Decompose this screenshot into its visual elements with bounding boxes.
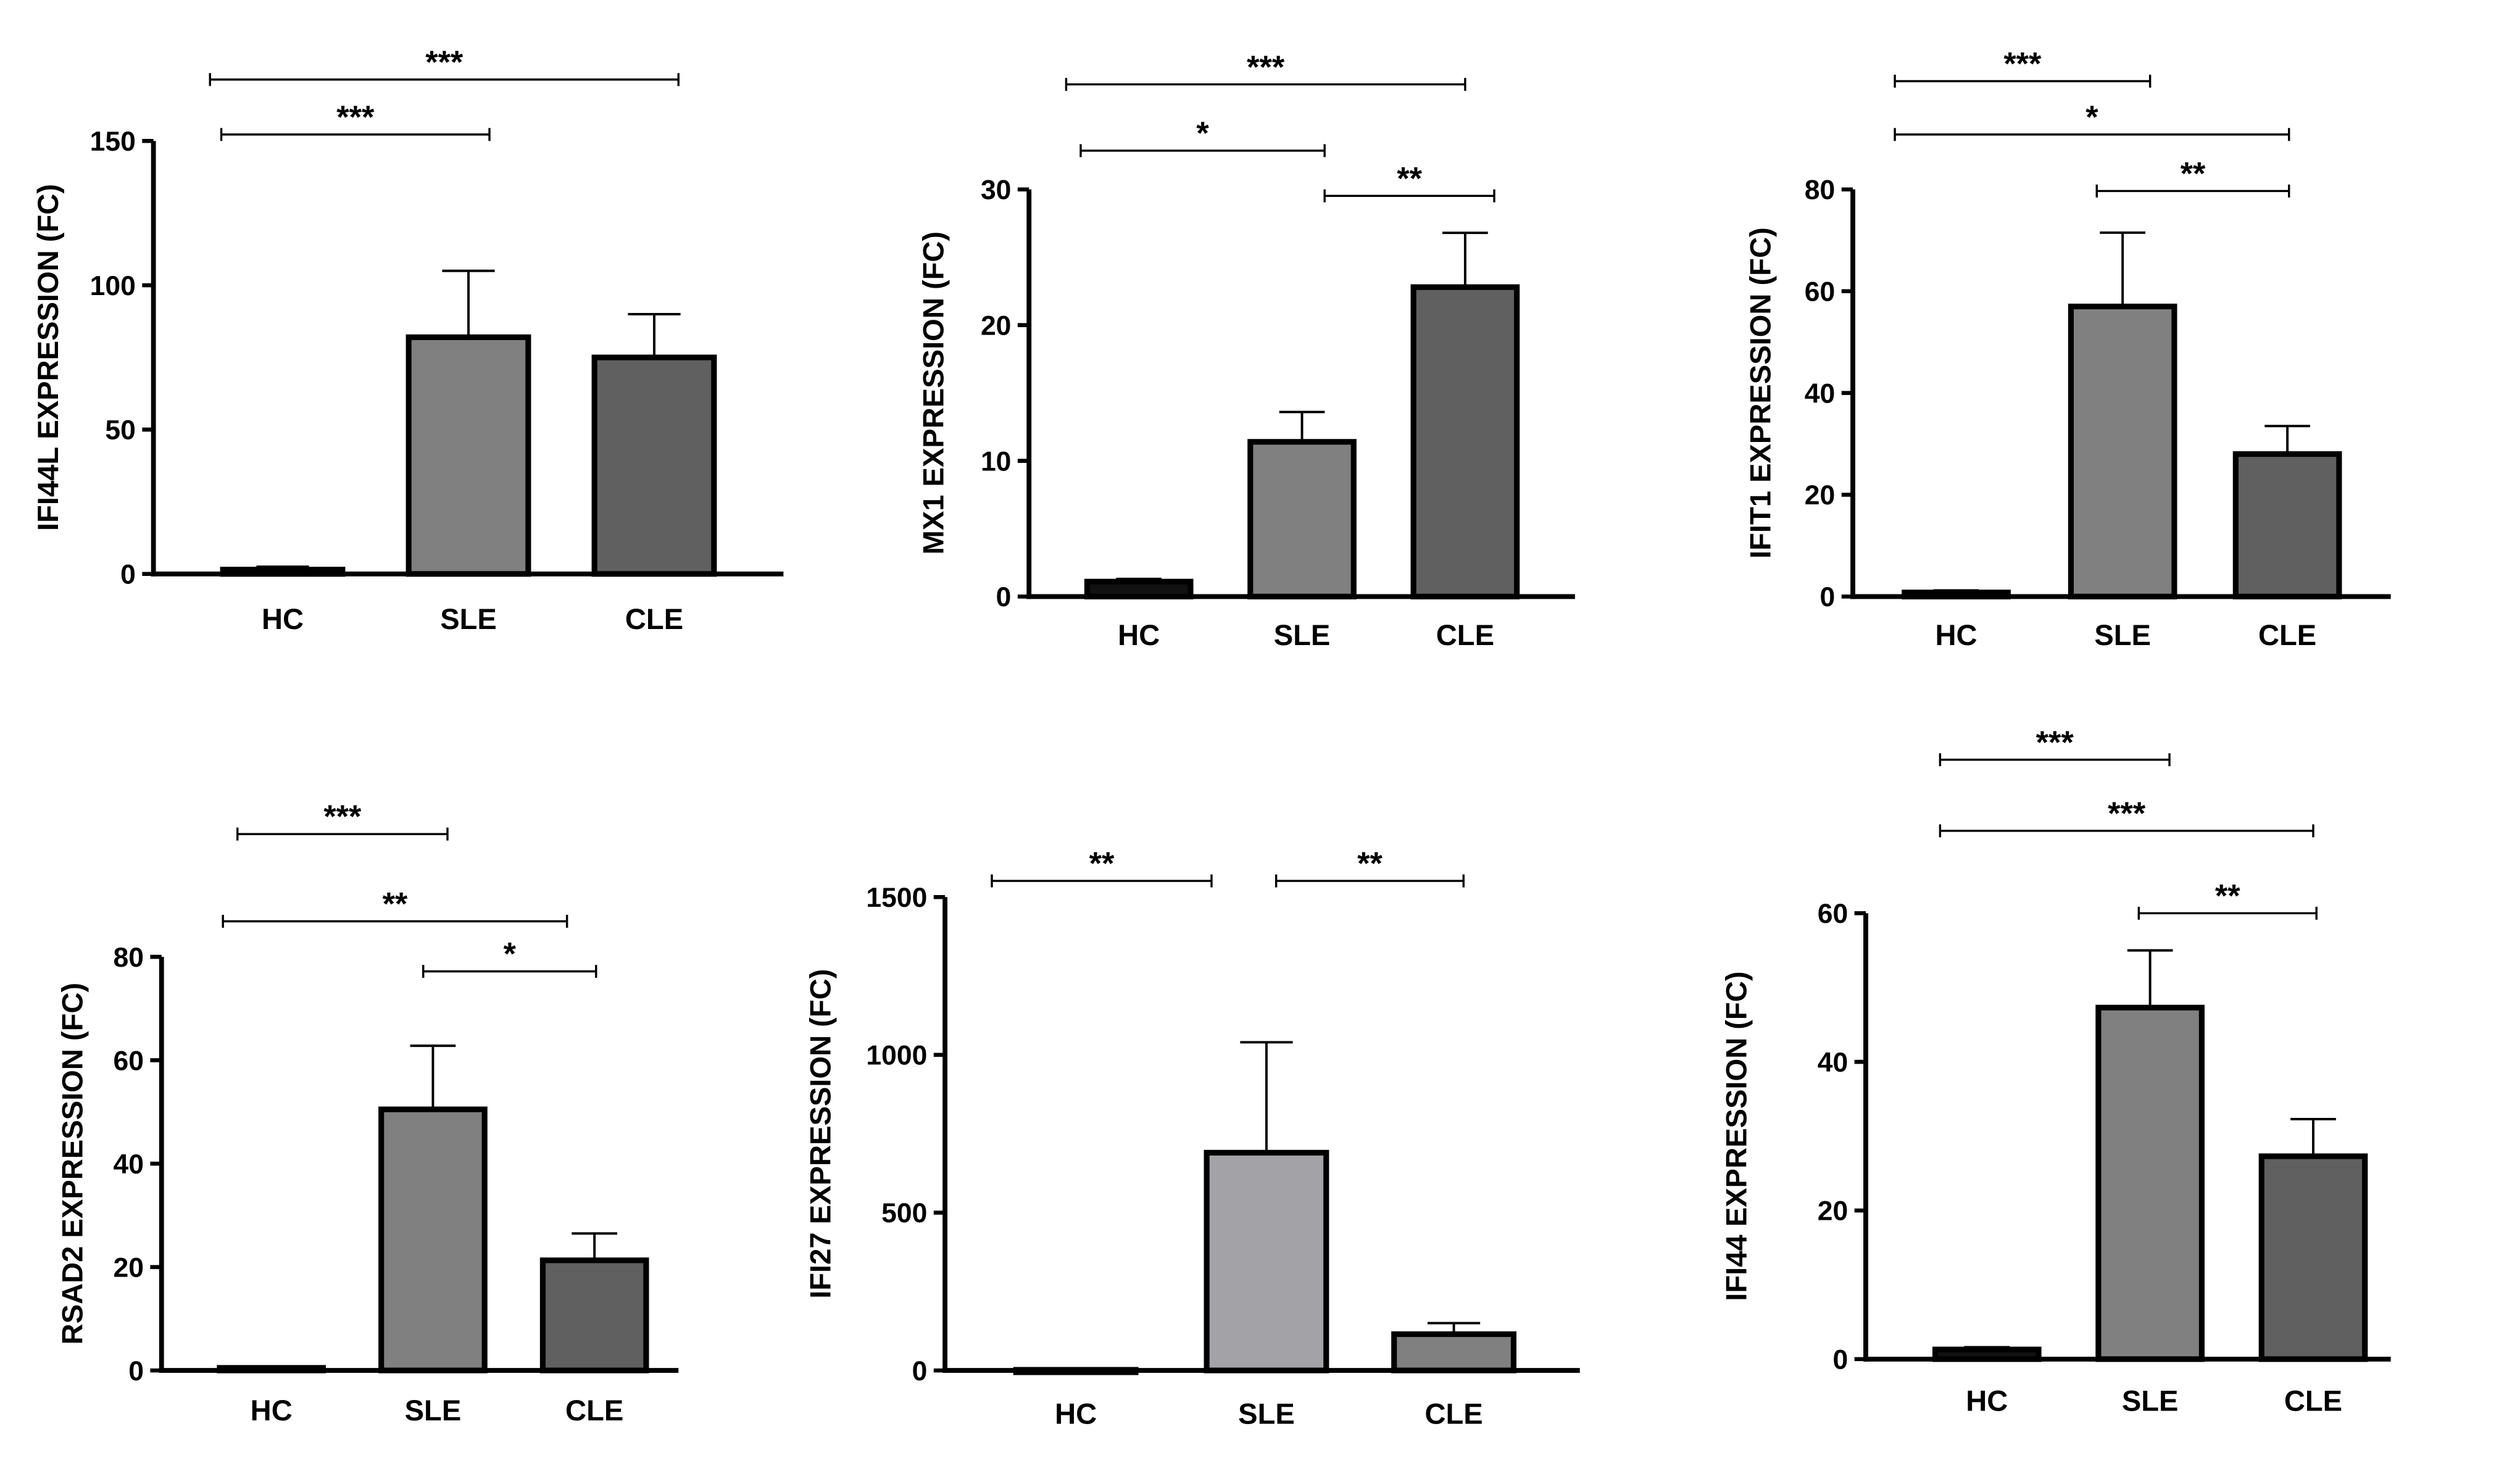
significance-label: *** <box>1247 49 1285 85</box>
bar-cle <box>539 1257 649 1373</box>
y-axis-label: RSAD2 EXPRESSION (FC) <box>56 983 88 1344</box>
significance-label: ** <box>2181 156 2206 192</box>
x-tick-label: CLE <box>2284 1385 2342 1417</box>
y-axis-label: IFI44L EXPRESSION (FC) <box>31 184 64 531</box>
significance-label: *** <box>2036 725 2074 761</box>
bar-sle <box>1247 439 1357 599</box>
y-tick-label: 20 <box>113 1252 143 1283</box>
y-tick-label: 40 <box>113 1149 143 1180</box>
y-tick-label: 0 <box>128 1356 144 1386</box>
x-tick-label: SLE <box>2122 1385 2179 1417</box>
bar-hc <box>1084 578 1194 599</box>
y-tick-label: 60 <box>1818 899 1848 929</box>
significance-label: ** <box>383 886 408 922</box>
chart-panel: 0 50 100 150 HC SLE CLE IFI44L EXPRESSION (FC) *… <box>31 44 784 635</box>
x-tick-label: CLE <box>1436 619 1494 651</box>
y-tick-label: 80 <box>113 943 143 973</box>
x-tick-label: CLE <box>2258 619 2316 651</box>
significance-label: * <box>504 936 517 972</box>
significance-label: ** <box>1397 161 1422 197</box>
x-tick-label: HC <box>1055 1397 1097 1430</box>
x-tick-label: CLE <box>565 1394 623 1427</box>
significance-label: *** <box>425 44 464 80</box>
x-tick-label: SLE <box>1274 619 1331 651</box>
x-tick-label: HC <box>1118 619 1160 651</box>
significance-label: *** <box>323 799 362 835</box>
x-tick-label: HC <box>251 1394 293 1427</box>
y-axis-label: IFI44 EXPRESSION (FC) <box>1720 972 1752 1301</box>
significance-label: * <box>2085 99 2098 135</box>
y-tick-label: 0 <box>120 559 136 590</box>
significance-label: *** <box>2003 46 2042 82</box>
bar-sle <box>405 334 531 577</box>
y-tick-label: 30 <box>981 175 1011 206</box>
y-tick-label: 0 <box>996 582 1012 612</box>
significance-label: ** <box>1089 846 1115 882</box>
y-tick-label: 40 <box>1818 1048 1848 1078</box>
x-tick-label: SLE <box>2094 619 2151 651</box>
y-tick-label: 0 <box>1832 1344 1848 1375</box>
x-tick-label: HC <box>262 602 304 635</box>
x-tick-label: HC <box>1936 619 1977 651</box>
y-axis-label: MX1 EXPRESSION (FC) <box>917 231 950 555</box>
y-tick-label: 0 <box>1820 582 1836 612</box>
significance-label: ** <box>2215 878 2240 914</box>
y-tick-label: 60 <box>1805 277 1835 307</box>
significance-label: *** <box>336 99 375 135</box>
y-tick-label: 60 <box>113 1046 143 1076</box>
y-tick-label: 20 <box>981 310 1011 341</box>
x-tick-label: SLE <box>405 1394 462 1427</box>
significance-label: *** <box>2108 796 2146 831</box>
y-tick-label: 20 <box>1818 1196 1848 1227</box>
x-tick-label: SLE <box>1238 1397 1295 1430</box>
y-tick-label: 100 <box>90 271 136 301</box>
y-tick-label: 10 <box>981 446 1011 477</box>
x-tick-label: SLE <box>440 602 497 635</box>
bar-cle <box>2258 1153 2368 1362</box>
y-tick-label: 0 <box>912 1356 928 1386</box>
bar-sle <box>2095 1004 2205 1362</box>
bar-cle <box>2232 451 2342 599</box>
significance-label: ** <box>1357 846 1383 882</box>
bar-sle <box>1204 1149 1329 1373</box>
bar-cle <box>591 354 717 577</box>
y-tick-label: 1000 <box>866 1041 927 1071</box>
bar-sle <box>378 1106 488 1373</box>
y-tick-label: 80 <box>1805 175 1835 206</box>
y-axis-label: IFIT1 EXPRESSION (FC) <box>1744 227 1777 559</box>
y-axis-label: IFI27 EXPRESSION (FC) <box>804 969 836 1299</box>
y-tick-label: 150 <box>90 127 136 157</box>
bar-cle <box>1410 284 1520 599</box>
x-tick-label: HC <box>1966 1385 2008 1417</box>
chart-panel: 0 500 1000 1500 HC SLE CLE IFI27 EXPRESSION (FC… <box>804 846 1580 1430</box>
x-tick-label: CLE <box>625 602 683 635</box>
bar-sle <box>2068 303 2177 599</box>
y-tick-label: 500 <box>881 1198 927 1228</box>
y-tick-label: 40 <box>1805 378 1835 409</box>
y-tick-label: 50 <box>105 415 135 446</box>
y-tick-label: 20 <box>1805 480 1835 510</box>
significance-label: * <box>1196 116 1209 152</box>
bar-cle <box>1391 1331 1516 1373</box>
y-tick-label: 1500 <box>866 883 927 913</box>
x-tick-label: CLE <box>1424 1397 1482 1430</box>
